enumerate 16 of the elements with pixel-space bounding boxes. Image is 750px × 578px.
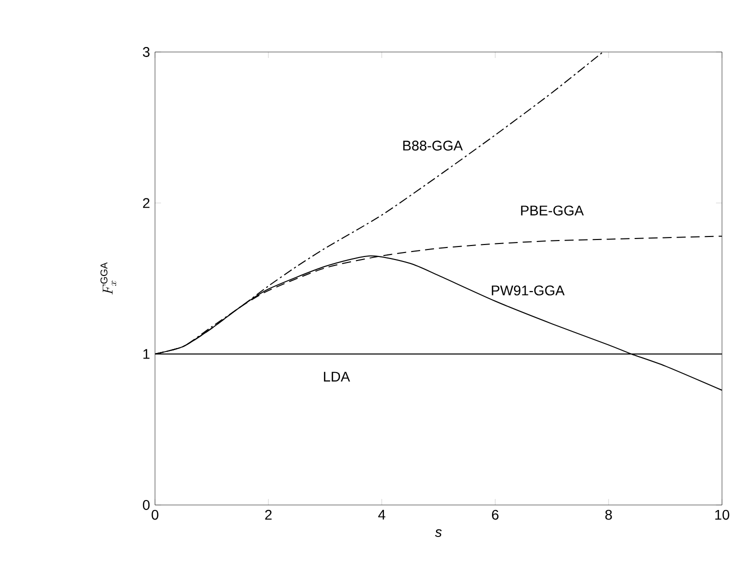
y-tick-label: 0 — [142, 500, 150, 510]
y-tick-label: 1 — [143, 349, 150, 359]
x-tick-label: 2 — [265, 510, 272, 520]
y-tick-label: 3 — [142, 47, 150, 57]
x-tick-label: 8 — [605, 510, 612, 520]
series-label: LDA — [324, 372, 350, 382]
y-axis-title: $F_x^{\mathrm{GGA}}$ — [100, 262, 116, 295]
x-tick-label: 0 — [152, 510, 158, 520]
x-tick-label: 4 — [378, 510, 386, 520]
x-axis-title: s — [435, 529, 442, 537]
series-label: PBE-GGA — [521, 206, 584, 216]
series-label: PW91-GGA — [492, 285, 565, 296]
series-label: B88-GGA — [403, 140, 463, 151]
x-tick-label: 10 — [715, 510, 730, 520]
y-tick-label: 2 — [143, 198, 150, 208]
x-tick-label: 6 — [492, 510, 498, 520]
